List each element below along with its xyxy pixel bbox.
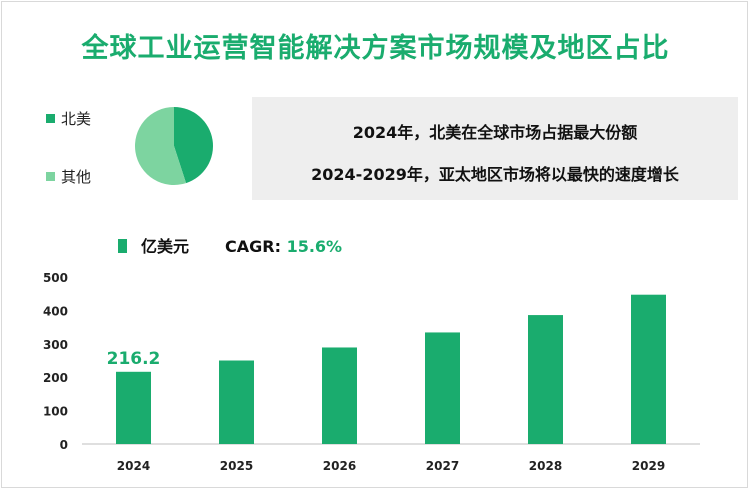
bar-legend-unit: 亿美元 [141, 237, 190, 256]
y-tick-label: 200 [43, 371, 68, 385]
x-tick-label: 2028 [529, 459, 562, 473]
x-tick-label: 2029 [632, 459, 665, 473]
pie-slice-north-america [174, 107, 213, 184]
bar-2024 [116, 371, 151, 444]
bar-2026 [322, 347, 357, 444]
cagr-label: CAGR: [225, 237, 281, 256]
bar-legend: 亿美元 CAGR: 15.6% [118, 233, 342, 257]
bar-data-label: 216.2 [107, 349, 161, 369]
bar-legend-swatch [118, 239, 127, 253]
pie-legend-label: 其他 [61, 168, 92, 186]
pie-legend-swatch-north-america [46, 114, 55, 123]
x-tick-label: 2027 [426, 459, 459, 473]
bar-2025 [219, 360, 254, 444]
cagr-value: 15.6% [286, 237, 343, 256]
y-tick-label: 300 [43, 338, 68, 352]
y-tick-label: 500 [43, 271, 68, 285]
x-tick-label: 2024 [117, 459, 150, 473]
bar-2027 [425, 332, 460, 444]
y-tick-label: 0 [60, 438, 68, 452]
summary-line-2: 2024-2029年，亚太地区市场将以最快的速度增长 [311, 165, 679, 184]
summary-box: 2024年，北美在全球市场占据最大份额 2024-2029年，亚太地区市场将以最… [252, 97, 738, 200]
chart-title: 全球工业运营智能解决方案市场规模及地区占比 [81, 33, 670, 64]
bar-2028 [528, 315, 563, 444]
bar-2029 [631, 294, 666, 444]
summary-line-1: 2024年，北美在全球市场占据最大份额 [352, 123, 638, 142]
y-tick-label: 400 [43, 304, 68, 318]
x-tick-label: 2026 [323, 459, 356, 473]
y-tick-label: 100 [43, 405, 68, 419]
pie-legend-label: 北美 [61, 110, 92, 128]
x-tick-label: 2025 [220, 459, 253, 473]
pie-slice-other [134, 107, 187, 185]
pie-legend-other: 其他 [46, 166, 91, 187]
pie-legend-north-america: 北美 [46, 108, 91, 129]
pie-legend-swatch-other [46, 172, 55, 181]
